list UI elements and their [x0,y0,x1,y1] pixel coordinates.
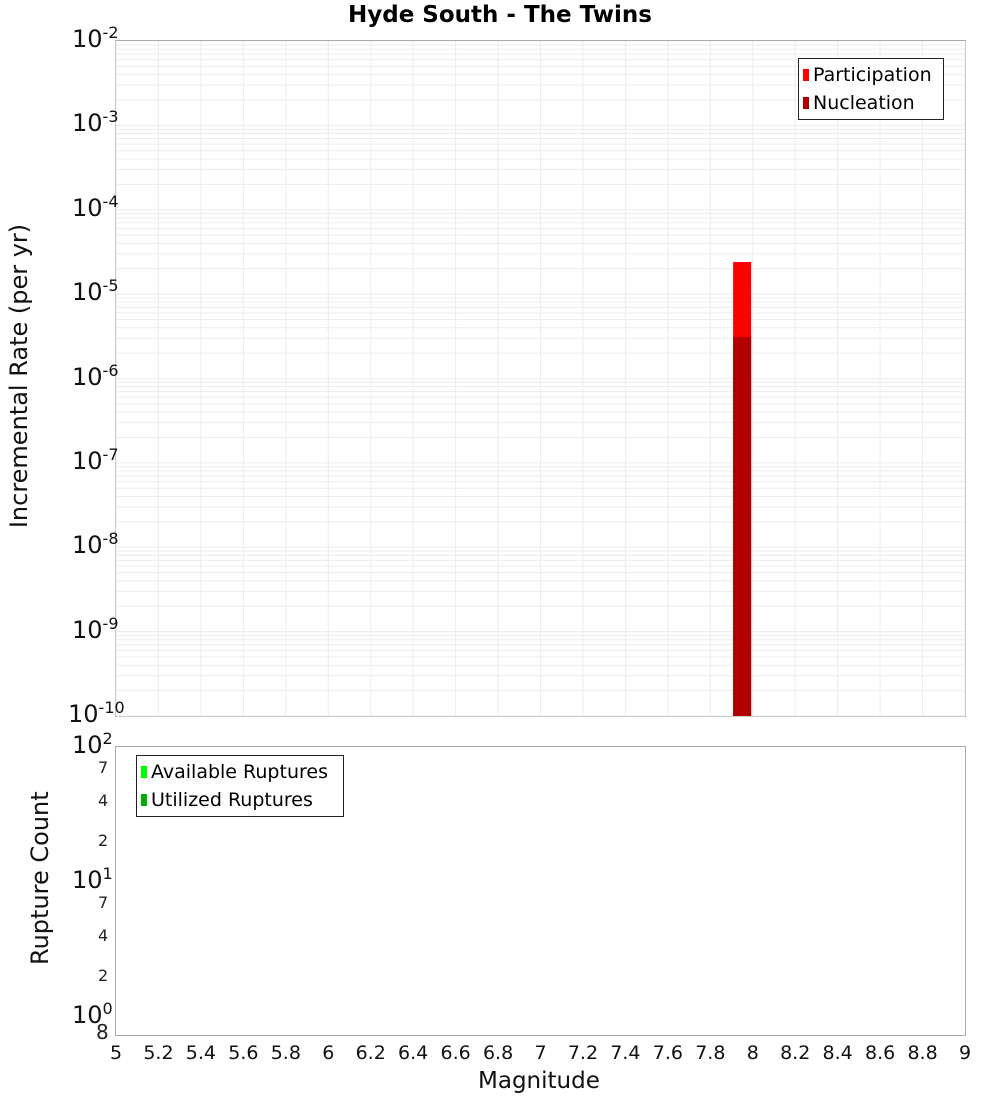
legend-item-available-ruptures: Available Ruptures [141,758,335,786]
y-minor-tick-label: 4 [98,925,109,945]
x-tick-label: 8.4 [822,1042,853,1064]
legend-item-participation: Participation [803,61,935,89]
y-minor-tick-label: 7 [98,757,109,777]
nucleation-swatch-icon [803,97,809,109]
y-tick-label: 10-4 [72,191,119,222]
x-tick-label: 6.6 [440,1042,471,1064]
y-minor-tick-label: 7 [98,892,109,912]
y-minor-tick-label: 2 [98,831,109,851]
y-minor-tick-label: 2 [98,966,109,986]
y-tick-label: 102 [72,729,113,759]
x-tick-label: 5.2 [143,1042,174,1064]
x-tick-label: 5.8 [270,1042,301,1064]
x-tick-label: 7.4 [610,1042,641,1064]
available-swatch-icon [141,766,147,778]
y-minor-tick-label: 8 [96,1020,109,1045]
y-minor-tick-label: 4 [98,790,109,810]
x-tick-label: 5.6 [228,1042,259,1064]
x-tick-label: 5.4 [185,1042,216,1064]
bottom-legend: Available Ruptures Utilized Ruptures [136,755,344,817]
utilized-swatch-icon [141,794,147,806]
x-tick-label: 8.2 [780,1042,811,1064]
x-tick-label: 7.6 [652,1042,683,1064]
y-tick-label: 10-2 [72,23,119,53]
legend-item-nucleation: Nucleation [803,89,935,117]
top-legend: Participation Nucleation [798,58,944,120]
y-tick-label: 10-3 [72,107,119,138]
y-tick-label: 101 [72,864,113,894]
y-tick-label: 10-8 [72,529,119,560]
x-tick-label: 6 [322,1042,335,1064]
x-tick-label: 6.8 [482,1042,514,1064]
x-tick-label: 8 [746,1042,759,1064]
x-tick-label: 9 [958,1042,972,1064]
x-tick-label: 7.2 [567,1042,599,1064]
x-tick-label: 8.8 [907,1042,938,1064]
participation-swatch-icon [803,69,809,81]
x-tick-label: 7.8 [695,1042,726,1064]
x-tick-label: 8.6 [864,1042,896,1064]
x-tick-label: 6.2 [355,1042,386,1064]
y-tick-label: 10-6 [72,360,119,391]
x-axis-label: Magnitude [478,1068,600,1094]
bar-nucleation [733,337,752,716]
x-tick-label: 7 [534,1042,547,1064]
bottom-y-axis-label: Rupture Count [26,791,54,965]
chart-title: Hyde South - The Twins [347,2,652,28]
y-tick-label: 10-5 [72,276,119,307]
x-tick-label: 5 [109,1042,123,1064]
y-tick-label: 10-9 [72,613,119,644]
y-tick-label: 10-10 [68,698,125,728]
y-tick-label: 100 [72,999,113,1029]
legend-item-utilized-ruptures: Utilized Ruptures [141,786,335,814]
x-tick-label: 6.4 [398,1042,429,1064]
y-tick-label: 10-7 [72,444,119,475]
